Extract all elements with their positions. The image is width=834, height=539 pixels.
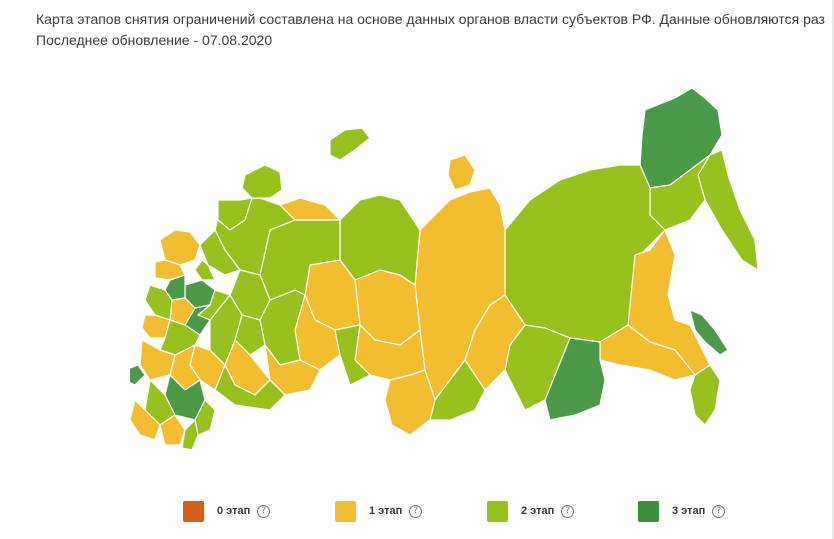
region-karelia[interactable] xyxy=(217,197,253,231)
region-stavropol[interactable] xyxy=(159,414,186,446)
region-yaroslavl[interactable] xyxy=(194,259,216,281)
legend-swatch-stage-2 xyxy=(487,500,508,522)
region-crimea[interactable] xyxy=(130,364,146,386)
legend-item-stage-1[interactable]: 1 этап ? xyxy=(335,500,423,522)
region-novgorod[interactable] xyxy=(154,259,186,281)
question-circle-icon[interactable]: ? xyxy=(257,504,271,518)
region-belgorod[interactable] xyxy=(139,339,176,381)
russia-regions-map xyxy=(130,80,770,450)
region-taymyr[interactable] xyxy=(447,154,476,191)
region-sakhalin[interactable] xyxy=(689,309,729,356)
legend-item-stage-3[interactable]: 3 этап ? xyxy=(638,500,726,522)
map-svg xyxy=(130,87,759,450)
region-orenburg[interactable] xyxy=(214,364,286,411)
last-update: Последнее обновление - 07.08.2020 xyxy=(36,32,273,48)
region-krasnodar[interactable] xyxy=(130,399,161,441)
region-dagestan[interactable] xyxy=(181,419,199,450)
question-circle-icon[interactable]: ? xyxy=(561,504,575,518)
legend-item-stage-2[interactable]: 2 этап ? xyxy=(487,500,575,522)
region-amur[interactable] xyxy=(599,324,696,381)
question-circle-icon[interactable]: ? xyxy=(712,504,726,518)
legend-label-stage-3: 3 этап xyxy=(672,505,706,517)
legend-label-stage-1: 1 этап xyxy=(369,505,403,517)
legend-item-stage-0[interactable]: 0 этап ? xyxy=(183,500,271,522)
region-primorye[interactable] xyxy=(689,364,721,426)
question-circle-icon[interactable]: ? xyxy=(409,504,423,518)
legend-swatch-stage-3 xyxy=(638,500,659,522)
info-block: Карта этапов снятия ограничений составле… xyxy=(36,9,826,51)
map-legend: 0 этап ? 1 этап ? 2 этап ? 3 этап ? xyxy=(0,500,834,522)
legend-swatch-stage-0 xyxy=(183,500,204,522)
region-murmansk[interactable] xyxy=(241,164,283,199)
region-kamchatka[interactable] xyxy=(697,149,759,271)
region-omsk[interactable] xyxy=(334,324,371,386)
map-description: Карта этапов снятия ограничений составле… xyxy=(36,11,826,27)
legend-swatch-stage-1 xyxy=(335,500,356,522)
region-tuva[interactable] xyxy=(429,359,486,421)
right-divider xyxy=(832,0,834,539)
legend-label-stage-2: 2 этап xyxy=(521,505,555,517)
legend-label-stage-0: 0 этап xyxy=(217,505,251,517)
region-nenets[interactable] xyxy=(279,197,341,221)
region-novaya-zemlya[interactable] xyxy=(329,127,371,161)
